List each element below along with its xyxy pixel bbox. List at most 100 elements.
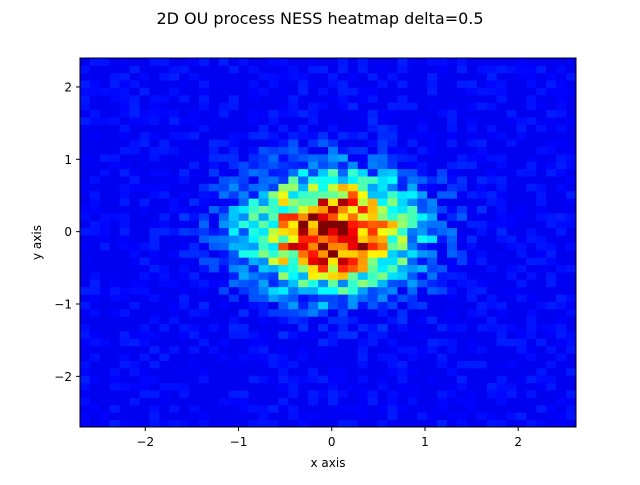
- heatmap-cell: [377, 176, 388, 184]
- heatmap-cell: [556, 257, 567, 266]
- heatmap-cell: [169, 168, 180, 177]
- heatmap-cell: [298, 139, 309, 147]
- heatmap-cell: [318, 257, 329, 266]
- heatmap-cell: [99, 338, 111, 347]
- heatmap-cell: [268, 72, 279, 81]
- heatmap-cell: [556, 168, 567, 177]
- heatmap-cell: [556, 301, 567, 310]
- heatmap-cell: [248, 390, 259, 398]
- heatmap-cell: [466, 331, 478, 339]
- heatmap-cell: [298, 227, 309, 236]
- heatmap-cell: [89, 161, 101, 170]
- heatmap-cell: [228, 139, 240, 147]
- heatmap-cell: [268, 220, 279, 229]
- heatmap-cell: [516, 323, 527, 332]
- heatmap-cell: [89, 345, 101, 354]
- heatmap-cell: [89, 94, 101, 103]
- heatmap-cell: [347, 323, 359, 332]
- heatmap-cell: [208, 176, 220, 184]
- heatmap-cell: [427, 131, 438, 140]
- heatmap-cell: [238, 146, 250, 155]
- heatmap-cell: [546, 397, 557, 406]
- heatmap-cell: [129, 286, 140, 295]
- heatmap-cell: [308, 183, 319, 192]
- heatmap-cell: [546, 220, 557, 229]
- heatmap-cell: [407, 153, 418, 162]
- heatmap-cell: [268, 235, 279, 243]
- heatmap-cell: [109, 183, 121, 192]
- heatmap-cell: [109, 58, 121, 66]
- heatmap-cell: [208, 146, 220, 155]
- heatmap-cell: [417, 146, 428, 155]
- heatmap-cell: [456, 338, 468, 347]
- heatmap-cell: [387, 419, 398, 428]
- heatmap-cell: [496, 242, 507, 251]
- heatmap-cell: [387, 367, 398, 376]
- heatmap-cell: [536, 235, 547, 243]
- heatmap-cell: [218, 87, 230, 96]
- heatmap-cell: [496, 190, 507, 199]
- heatmap-cell: [328, 419, 339, 428]
- heatmap-cell: [238, 131, 250, 140]
- heatmap-cell: [268, 205, 279, 214]
- heatmap-cell: [129, 72, 140, 81]
- heatmap-cell: [506, 102, 517, 111]
- heatmap-cell: [129, 190, 140, 199]
- heatmap-cell: [129, 375, 140, 384]
- heatmap-cell: [546, 139, 557, 147]
- heatmap-cell: [248, 102, 259, 111]
- heatmap-cell: [417, 212, 428, 221]
- heatmap-cell: [278, 331, 289, 339]
- heatmap-cell: [89, 102, 101, 111]
- heatmap-cell: [546, 316, 557, 325]
- heatmap-cell: [208, 316, 220, 325]
- heatmap-cell: [119, 308, 130, 317]
- heatmap-cell: [258, 397, 269, 406]
- heatmap-cell: [159, 220, 170, 229]
- heatmap-cell: [566, 183, 577, 192]
- heatmap-cell: [456, 419, 468, 428]
- heatmap-cell: [486, 249, 498, 258]
- heatmap-cell: [199, 286, 210, 295]
- heatmap-cell: [526, 139, 537, 147]
- heatmap-cell: [278, 190, 289, 199]
- heatmap-cell: [159, 249, 170, 258]
- heatmap-cell: [228, 331, 240, 339]
- heatmap-cell: [357, 404, 369, 413]
- heatmap-cell: [278, 72, 289, 81]
- heatmap-cell: [149, 146, 160, 155]
- heatmap-cell: [516, 235, 527, 243]
- heatmap-cell: [298, 249, 309, 258]
- heatmap-cell: [496, 161, 507, 170]
- heatmap-cell: [516, 242, 527, 251]
- heatmap-cell: [456, 353, 468, 361]
- heatmap-cell: [129, 390, 140, 398]
- heatmap-cell: [337, 102, 349, 111]
- heatmap-cell: [278, 316, 289, 325]
- heatmap-cell: [179, 72, 190, 81]
- heatmap-cell: [417, 205, 428, 214]
- heatmap-cell: [268, 161, 279, 170]
- heatmap-cell: [437, 94, 448, 103]
- heatmap-cell: [278, 65, 289, 74]
- heatmap-cell: [119, 58, 130, 66]
- heatmap-cell: [298, 94, 309, 103]
- heatmap-cell: [417, 235, 428, 243]
- heatmap-cell: [337, 353, 349, 361]
- heatmap-cell: [179, 198, 190, 206]
- heatmap-cell: [546, 205, 557, 214]
- heatmap-cell: [288, 279, 299, 288]
- heatmap-cell: [218, 183, 230, 192]
- heatmap-cell: [159, 272, 170, 280]
- heatmap-cell: [377, 338, 388, 347]
- x-tick-label: −2: [136, 435, 154, 449]
- heatmap-cell: [179, 375, 190, 384]
- heatmap-cell: [328, 161, 339, 170]
- heatmap-cell: [169, 117, 180, 125]
- heatmap-cell: [238, 294, 250, 302]
- heatmap-cell: [228, 124, 240, 133]
- heatmap-cell: [80, 367, 91, 376]
- heatmap-cell: [496, 80, 507, 88]
- heatmap-cell: [328, 80, 339, 88]
- heatmap-cell: [357, 168, 369, 177]
